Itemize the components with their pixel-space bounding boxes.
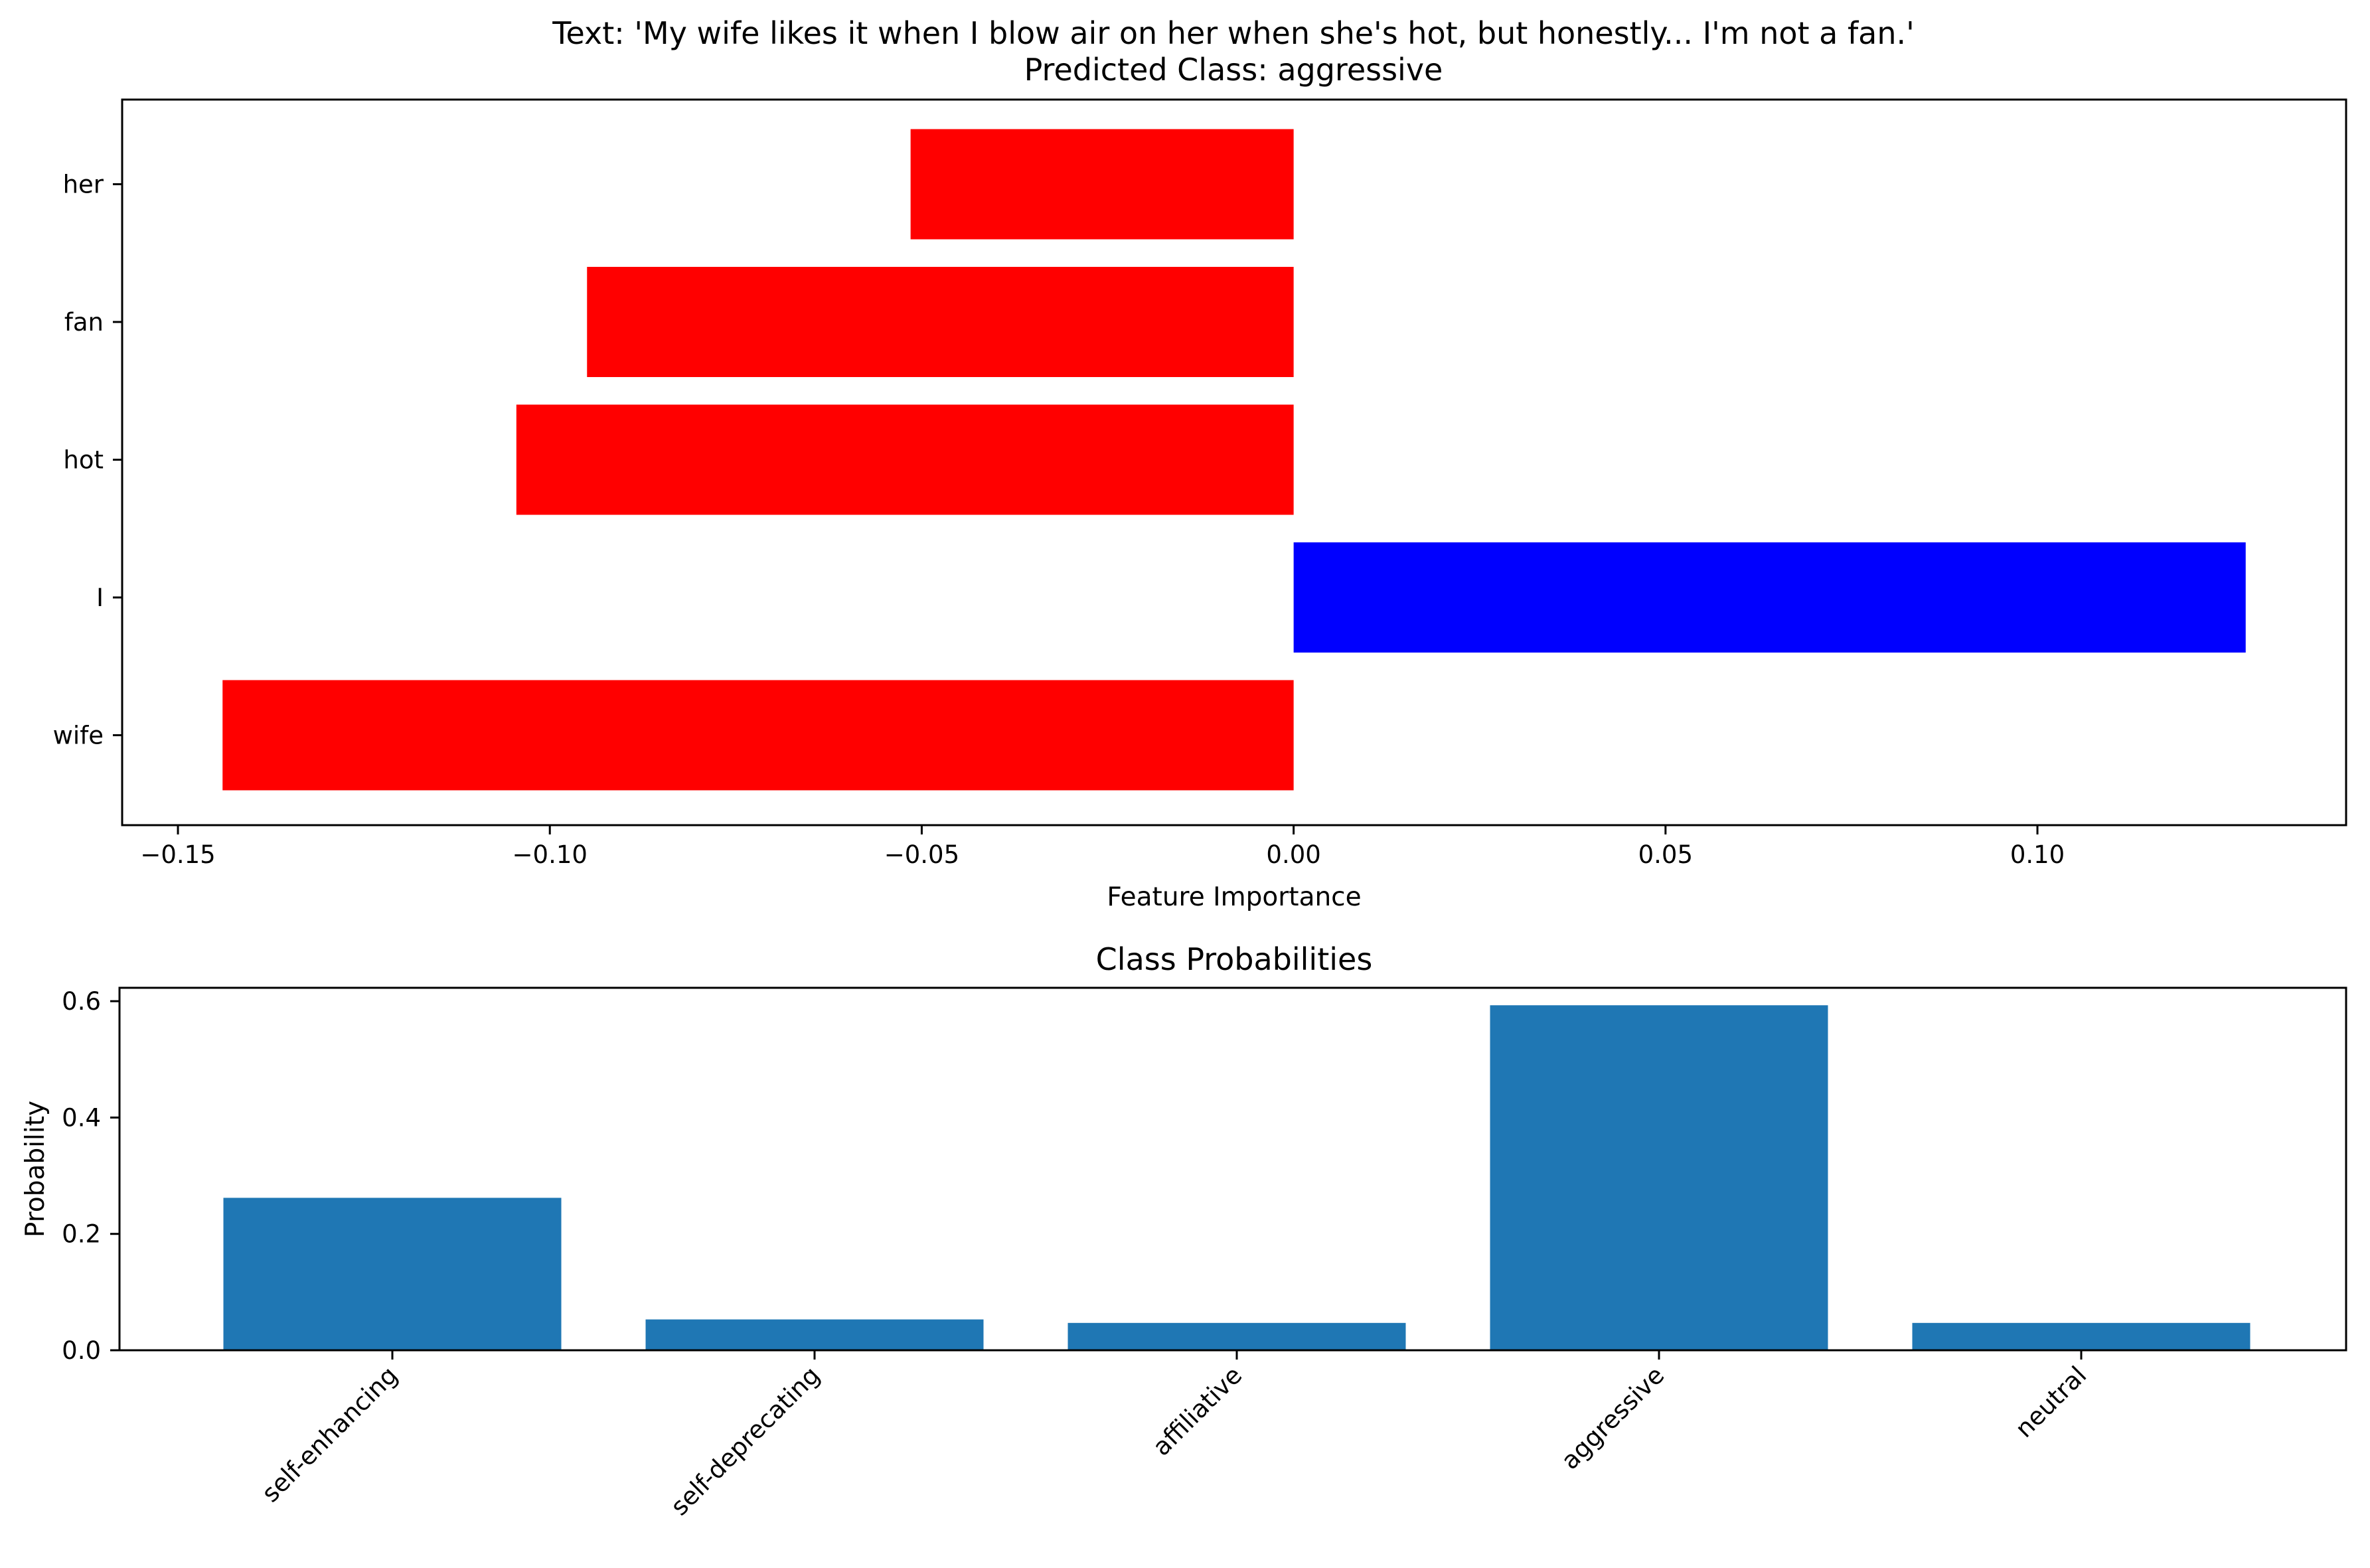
feature-x-ticks: −0.15 −0.10 −0.05 0.00 0.05 0.10 [140, 825, 2065, 869]
probability-y-tick-label: 0.2 [62, 1220, 101, 1249]
feature-x-tick-label: −0.15 [140, 840, 215, 869]
probability-bar-self-deprecating [645, 1319, 984, 1350]
feature-y-tick-label: her [63, 171, 104, 199]
probability-y-tick-label: 0.6 [62, 987, 101, 1016]
probability-plot-frame [118, 986, 2347, 1352]
feature-bar-I [1293, 542, 2246, 653]
probability-bar-aggressive [1490, 1005, 1828, 1350]
feature-x-tick-label: −0.10 [513, 840, 588, 869]
probability-y-ticks: 0.0 0.2 0.4 0.6 [62, 987, 119, 1365]
feature-x-tick-label: −0.05 [884, 840, 959, 869]
feature-x-tick-label: 0.05 [1638, 840, 1693, 869]
probability-bar-affiliative [1067, 1322, 1406, 1350]
feature-plot-frame [121, 98, 2347, 826]
feature-y-tick-label: wife [53, 722, 104, 750]
feature-x-axis-label: Feature Importance [1107, 882, 1361, 912]
probability-y-tick-label: 0.4 [62, 1103, 101, 1132]
probability-bars [223, 1005, 2251, 1350]
feature-bars [222, 129, 2246, 791]
feature-y-tick-label: I [96, 584, 104, 612]
feature-x-tick-label: 0.00 [1266, 840, 1320, 869]
feature-bar-wife [222, 680, 1294, 791]
probability-bar-self-enhancing [223, 1198, 562, 1350]
probability-y-tick-label: 0.0 [62, 1336, 101, 1365]
feature-chart-title-line-2: Predicted Class: aggressive [1024, 52, 1443, 88]
feature-x-tick-label: 0.10 [2010, 840, 2065, 869]
probability-y-axis-label: Probability [21, 1101, 50, 1237]
feature-bar-hot [516, 404, 1294, 515]
feature-bar-her [910, 129, 1294, 240]
feature-y-tick-label: fan [64, 308, 104, 337]
feature-chart-title-line-1: Text: 'My wife likes it when I blow air … [552, 15, 1915, 51]
feature-importance-chart: Text: 'My wife likes it when I blow air … [53, 15, 2347, 912]
feature-y-tick-label: hot [63, 446, 104, 475]
probability-bar-neutral [1912, 1322, 2251, 1350]
feature-bar-fan [587, 267, 1294, 377]
probability-chart-title: Class Probabilities [1096, 941, 1373, 977]
